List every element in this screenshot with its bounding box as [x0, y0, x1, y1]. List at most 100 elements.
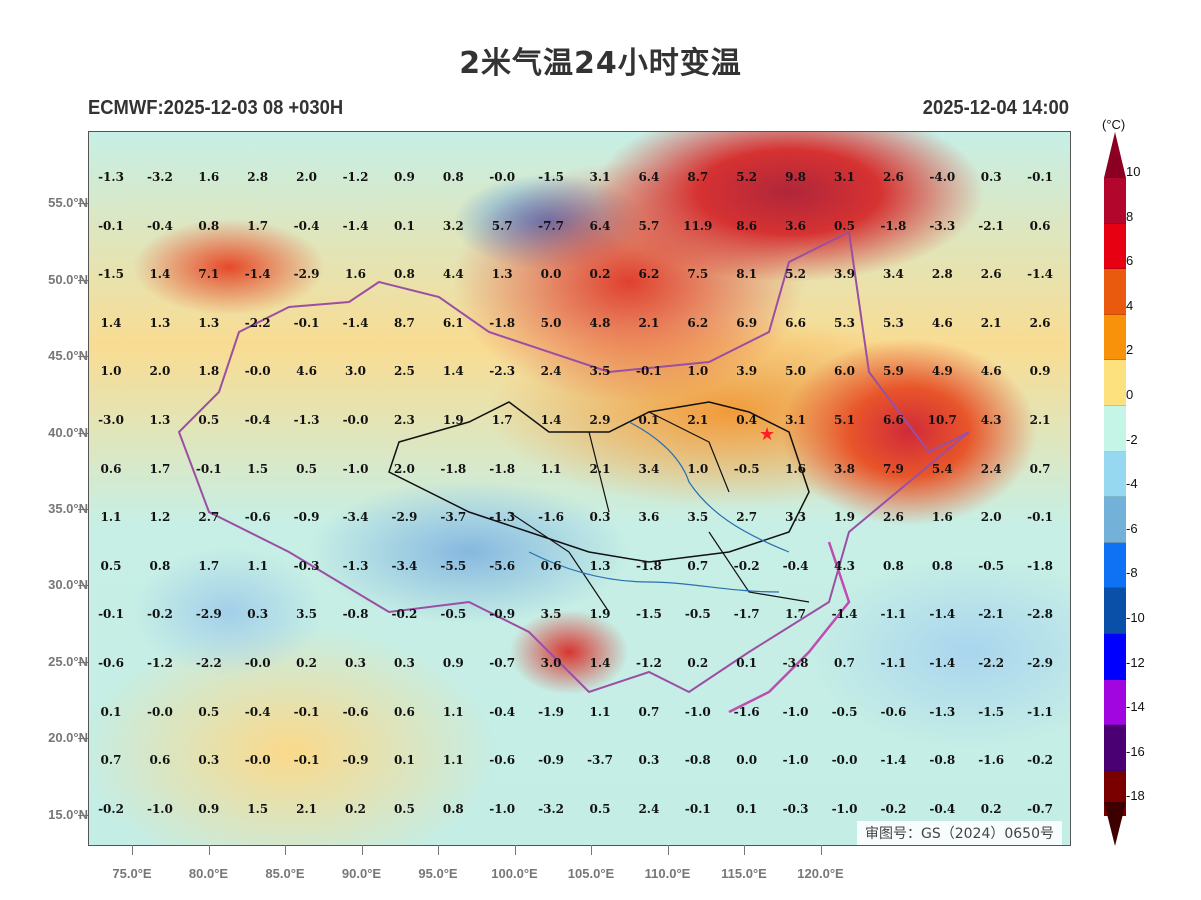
grid-value: 3.5 — [687, 510, 709, 525]
grid-value: -0.1 — [635, 364, 662, 379]
grid-value: -1.6 — [978, 753, 1005, 768]
grid-value: -1.4 — [831, 607, 858, 622]
grid-value: -3.8 — [782, 656, 809, 670]
grid-value: -1.0 — [146, 801, 173, 816]
grid-value: 1.6 — [345, 267, 366, 282]
grid-value: -1.0 — [684, 704, 711, 719]
grid-value: -1.8 — [489, 315, 516, 330]
grid-value: -1.4 — [929, 656, 956, 670]
colorbar-segment — [1104, 497, 1126, 543]
grid-value: -2.2 — [244, 315, 271, 330]
longitude-tick-label: 115.0°E — [721, 866, 767, 881]
grid-value: -0.0 — [146, 704, 173, 719]
longitude-tick-mark — [820, 845, 822, 855]
grid-value: -1.5 — [978, 704, 1005, 719]
colorbar-segment — [1104, 633, 1126, 680]
grid-value: 6.4 — [589, 218, 611, 233]
grid-value: 3.2 — [442, 218, 464, 233]
latitude-tick-label: 55.0°N — [48, 195, 88, 210]
colorbar-level-label: -4 — [1126, 476, 1138, 492]
grid-value: 0.1 — [100, 704, 122, 719]
grid-value: 0.6 — [149, 753, 171, 768]
grid-value: -0.7 — [489, 656, 516, 670]
latitude-tick-mark — [78, 662, 88, 663]
grid-value: 8.6 — [736, 218, 758, 233]
grid-value: 4.9 — [931, 364, 953, 379]
grid-value: -1.3 — [342, 558, 369, 573]
grid-value: 3.4 — [882, 267, 904, 282]
grid-value: 0.3 — [247, 607, 269, 622]
grid-value: 6.1 — [442, 315, 464, 330]
grid-value: 6.2 — [687, 315, 709, 330]
colorbar-level-label: 4 — [1126, 297, 1134, 313]
grid-value: -1.4 — [342, 315, 369, 330]
grid-value: 5.4 — [931, 461, 953, 476]
grid-value: 1.5 — [247, 461, 269, 476]
grid-value: 0.5 — [296, 461, 318, 476]
longitude-tick-mark — [361, 845, 363, 855]
grid-value: 8.7 — [393, 315, 415, 330]
grid-value: -2.3 — [489, 364, 516, 379]
grid-value: 1.1 — [442, 753, 464, 768]
grid-value: 5.3 — [882, 315, 904, 330]
grid-value: 0.9 — [1029, 364, 1051, 379]
grid-value: 1.0 — [687, 364, 709, 379]
grid-value: 6.6 — [882, 413, 904, 427]
model-run-label: ECMWF:2025-12-03 08 +030H — [88, 97, 344, 119]
latitude-tick-mark — [78, 509, 88, 510]
beijing-marker-icon: ★ — [759, 424, 776, 444]
grid-value: 0.8 — [931, 558, 953, 573]
grid-value: 0.3 — [638, 753, 660, 768]
grid-value: 0.8 — [393, 267, 415, 282]
latitude-tick-mark — [78, 433, 88, 434]
grid-value: -1.1 — [880, 656, 907, 670]
colorbar-level-label: 2 — [1126, 342, 1134, 358]
latitude-tick-label: 40.0°N — [48, 425, 88, 440]
colorbar-segment — [1104, 725, 1126, 771]
grid-value: 1.3 — [589, 558, 611, 573]
grid-value: -1.3 — [489, 510, 516, 525]
grid-value: 3.5 — [589, 364, 611, 379]
grid-value: -1.3 — [929, 704, 956, 719]
grid-value: 6.0 — [834, 364, 855, 379]
grid-value: -2.9 — [195, 607, 222, 622]
grid-value: 1.4 — [540, 413, 562, 427]
grid-value: 0.3 — [980, 170, 1002, 184]
grid-value: 0.6 — [540, 558, 562, 573]
grid-value: 3.6 — [638, 510, 660, 525]
longitude-tick-mark — [744, 845, 745, 855]
grid-value: 1.3 — [149, 315, 171, 330]
grid-value: 7.1 — [198, 267, 220, 282]
grid-value: 0.6 — [1029, 218, 1051, 233]
grid-value: 0.6 — [393, 704, 415, 719]
grid-value: 2.5 — [393, 364, 415, 379]
latitude-tick-mark — [78, 738, 88, 739]
grid-value: 7.5 — [687, 267, 709, 282]
grid-value: 4.6 — [296, 364, 318, 379]
grid-value: 3.5 — [540, 607, 562, 622]
grid-value: 10.7 — [927, 413, 957, 427]
grid-value: 7.9 — [882, 461, 904, 476]
grid-value: 0.6 — [100, 461, 122, 476]
grid-value: 1.4 — [442, 364, 464, 379]
grid-value: 0.7 — [687, 558, 709, 573]
grid-value: -2.9 — [1027, 656, 1054, 670]
grid-value: 0.8 — [882, 558, 904, 573]
longitude-tick-label: 120.0°E — [797, 866, 844, 881]
grid-value: -0.4 — [293, 218, 320, 233]
grid-value: -0.8 — [684, 753, 711, 768]
map-review-number: 审图号：GS（2024）0650号 — [857, 821, 1062, 845]
grid-value: -0.6 — [98, 656, 124, 670]
grid-value: 2.0 — [980, 510, 1002, 525]
colorbar-level-label: 0 — [1126, 387, 1134, 402]
grid-value: -0.6 — [342, 704, 369, 719]
grid-value: 5.0 — [785, 364, 807, 379]
grid-value: -1.6 — [733, 704, 760, 719]
grid-value: 5.2 — [785, 267, 807, 282]
grid-value: -1.3 — [293, 413, 320, 427]
grid-value: -0.2 — [98, 801, 124, 816]
longitude-tick-mark — [438, 845, 439, 855]
grid-value: -0.1 — [293, 704, 320, 719]
grid-value: -0.1 — [195, 461, 222, 476]
grid-value: 8.7 — [687, 170, 709, 184]
